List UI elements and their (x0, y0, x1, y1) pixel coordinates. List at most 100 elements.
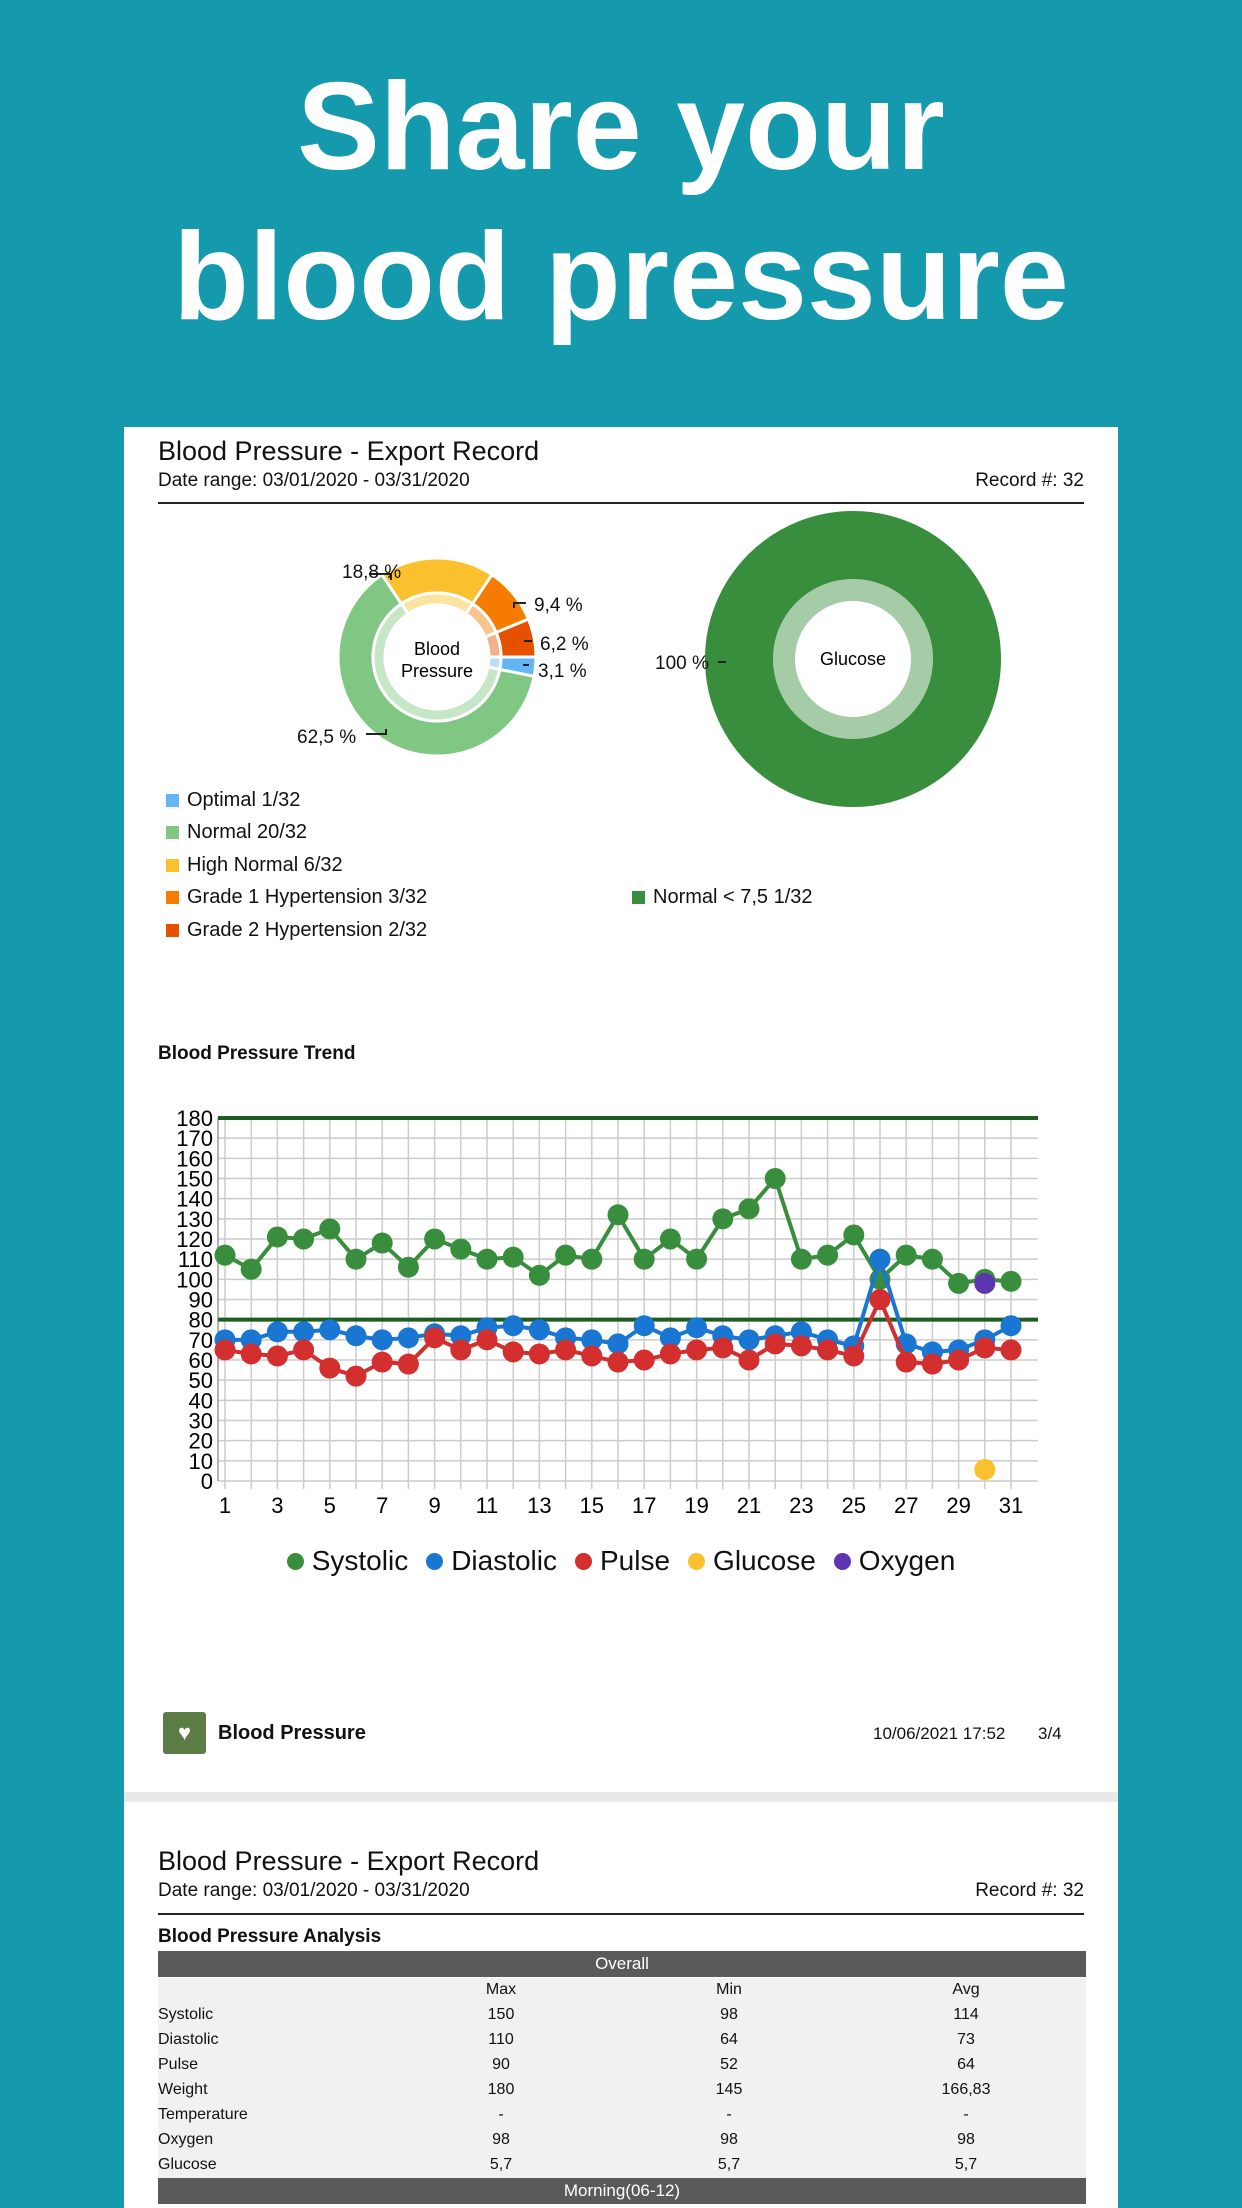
data-point-pulse (502, 1341, 524, 1363)
x-tick-label: 5 (324, 1493, 336, 1518)
table-row: Weight 180 145 166,83 (158, 2078, 1086, 2103)
y-tick-label: 20 (189, 1429, 213, 1454)
data-point-glucose (974, 1459, 996, 1481)
table-cell: - (498, 2106, 504, 2123)
data-point-systolic (240, 1258, 262, 1280)
table-cell: 98 (720, 2006, 738, 2023)
leader-line (366, 729, 387, 735)
table-row: Temperature - - - (158, 2103, 1086, 2128)
data-point-pulse (266, 1345, 288, 1367)
data-point-systolic (581, 1248, 603, 1270)
data-point-pulse (476, 1329, 498, 1351)
x-tick-label: 7 (376, 1493, 388, 1518)
table-cell: 180 (487, 2081, 515, 2098)
data-point-diastolic (319, 1319, 341, 1341)
data-point-pulse (790, 1335, 812, 1357)
data-point-pulse (424, 1327, 446, 1349)
data-point-systolic (345, 1248, 367, 1270)
headline-line-2: blood pressure (173, 208, 1069, 346)
data-point-systolic (921, 1248, 943, 1270)
x-tick-label: 11 (476, 1493, 499, 1518)
bp-donut-center-label-1: Blood (414, 639, 460, 659)
y-tick-label: 60 (189, 1348, 213, 1373)
table-cell: 90 (492, 2056, 510, 2073)
data-point-systolic (607, 1204, 629, 1226)
data-point-pulse (738, 1349, 760, 1371)
data-point-diastolic (581, 1329, 603, 1351)
data-point-systolic (659, 1228, 681, 1250)
legend-label: Oxygen (858, 1545, 956, 1576)
column-min: Min (716, 1981, 742, 1998)
table-cell: 5,7 (954, 2156, 978, 2173)
footer-timestamp: 10/06/2021 17:52 (873, 1724, 1006, 1743)
data-point-pulse (895, 1351, 917, 1373)
table-cell: Glucose (158, 2156, 217, 2173)
data-point-systolic (450, 1238, 472, 1260)
header-divider (158, 502, 1084, 504)
legend-item-systolic: Systolic (286, 1545, 408, 1577)
data-point-systolic (371, 1232, 393, 1254)
data-point-systolic (528, 1264, 550, 1286)
y-tick-label: 170 (176, 1126, 213, 1151)
data-point-systolic (764, 1168, 786, 1189)
data-point-diastolic (1000, 1315, 1022, 1337)
page-separator (124, 1792, 1118, 1802)
table-cell: - (963, 2106, 969, 2123)
data-point-pulse (397, 1353, 419, 1375)
data-point-systolic (266, 1226, 288, 1248)
legend-marker (575, 1552, 592, 1570)
data-point-pulse (293, 1339, 315, 1361)
data-point-diastolic (266, 1321, 288, 1343)
header-divider (158, 1913, 1084, 1915)
y-tick-label: 0 (201, 1469, 213, 1494)
data-point-pulse (817, 1339, 839, 1361)
x-tick-label: 3 (271, 1493, 283, 1518)
data-point-pulse (843, 1345, 865, 1367)
data-point-diastolic (371, 1329, 393, 1351)
footer-app-name: Blood Pressure (218, 1722, 366, 1744)
legend-marker (426, 1552, 444, 1570)
date-range: Date range: 03/01/2020 - 03/31/2020 (158, 470, 470, 491)
x-tick-label: 27 (894, 1493, 918, 1518)
x-tick-label: 21 (737, 1493, 761, 1518)
record-count: Record #: 32 (975, 470, 1084, 491)
data-point-diastolic (607, 1333, 629, 1355)
y-tick-label: 150 (176, 1167, 213, 1192)
table-cell: - (726, 2106, 732, 2123)
x-tick-label: 9 (428, 1493, 440, 1518)
data-point-pulse (659, 1343, 681, 1365)
legend-marker (688, 1552, 706, 1570)
report-title: Blood Pressure - Export Record (158, 436, 540, 466)
table-row: Diastolic 110 64 73 (158, 2028, 1086, 2053)
data-point-systolic (817, 1244, 839, 1266)
trend-title: Blood Pressure Trend (158, 1043, 356, 1064)
column-max: Max (485, 1981, 517, 1998)
y-tick-label: 130 (176, 1207, 213, 1232)
report-page-3: Blood Pressure - Export Record Date rang… (124, 427, 1118, 1792)
y-tick-label: 110 (178, 1247, 213, 1272)
y-tick-label: 140 (176, 1187, 213, 1212)
data-point-systolic (293, 1228, 315, 1250)
leader-line (513, 602, 526, 608)
data-point-diastolic (738, 1329, 760, 1351)
x-tick-label: 19 (684, 1493, 708, 1518)
x-tick-label: 13 (527, 1493, 551, 1518)
data-point-diastolic (345, 1325, 367, 1347)
legend-glucose-normal: Normal < 7,5 1/32 (632, 886, 813, 909)
table-cell: 73 (957, 2031, 975, 2048)
bp-donut-center-label-2: Pressure (401, 661, 473, 681)
data-point-diastolic (397, 1327, 419, 1349)
table-header-row: Max Min Avg (158, 1978, 1086, 2003)
headline-line-1: Share your (297, 58, 945, 196)
footer-page-number: 3/4 (1038, 1724, 1062, 1743)
table-cell: Temperature (158, 2106, 248, 2123)
headline: Share your blood pressure (0, 52, 1242, 352)
heart-clipboard-icon: ♥ (163, 1712, 206, 1754)
data-point-systolic (895, 1244, 917, 1266)
legend-label: Pulse (600, 1545, 671, 1576)
pct-high-normal: 18,8 % (342, 562, 402, 583)
date-range: Date range: 03/01/2020 - 03/31/2020 (158, 1880, 470, 1901)
data-point-pulse (345, 1365, 367, 1387)
table-cell: Weight (158, 2081, 208, 2098)
data-point-systolic (790, 1248, 812, 1270)
